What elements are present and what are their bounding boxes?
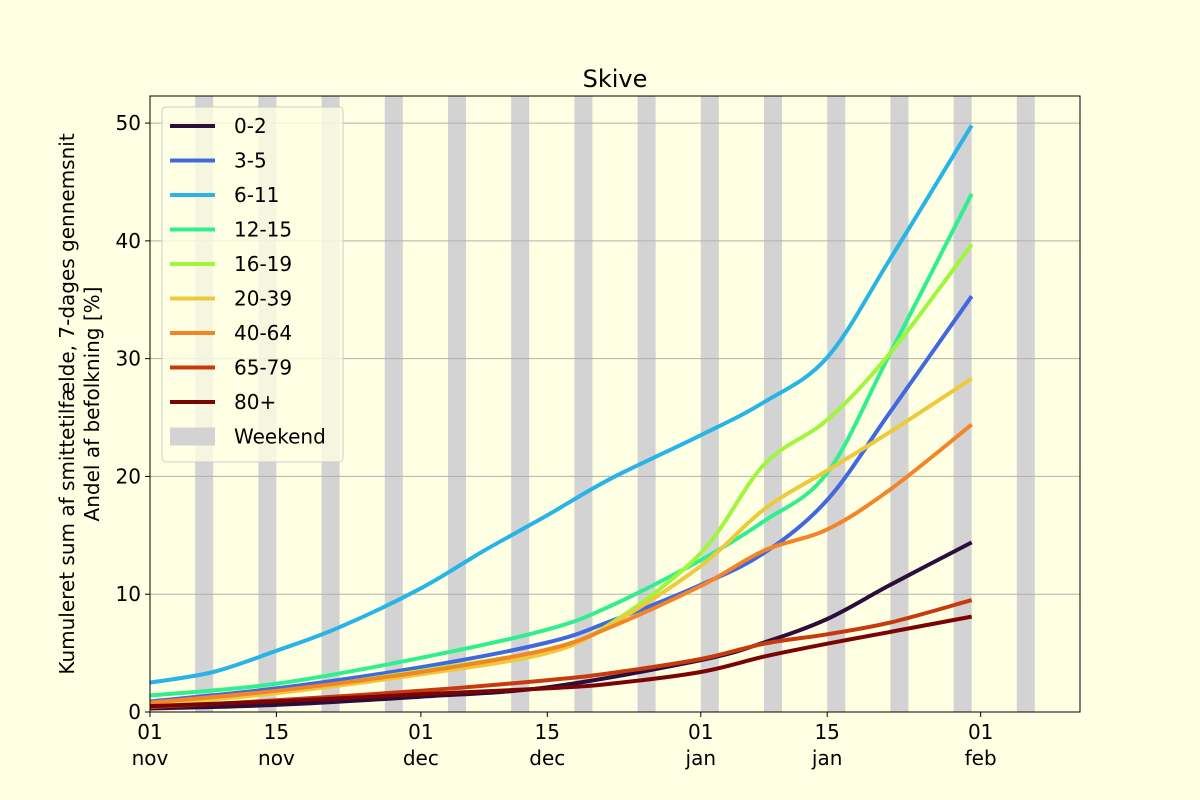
chart-title: Skive [583,65,648,93]
y-tick-label: 30 [116,347,141,371]
y-axis-label-line2: Andel af befolkning [%] [80,287,104,522]
legend-swatch-weekend [170,427,215,446]
legend: 0-2 3-5 6-11 12-15 16-19 20-39 40-64 65-79 80+ We… [161,106,344,463]
series-line-40-64 [149,423,973,705]
y-tick-label: 40 [116,229,141,253]
legend-label: 65-79 [234,356,292,380]
weekend-band [637,96,656,712]
legend-label: 12-15 [234,218,292,242]
weekend-band [1016,96,1035,712]
y-axis-label-line1: Kumuleret sum af smittetilfælde, 7-dages… [55,133,79,675]
weekend-band [511,96,530,712]
legend-label: 16-19 [234,252,292,276]
x-tick-label-month: nov [258,746,295,770]
y-tick-label: 0 [128,700,141,724]
x-tick-label-month: nov [132,746,169,770]
x-tick-label-day: 15 [814,720,839,744]
x-tick-label-day: 01 [688,720,713,744]
weekend-band [447,96,467,712]
x-tick-label-month: jan [811,746,843,770]
legend-label: 80+ [234,390,276,414]
x-tick-label-day: 15 [264,720,289,744]
weekend-band [384,96,403,712]
x-tick-label-day: 15 [535,720,560,744]
x-tick-label-month: jan [685,746,717,770]
weekend-band [763,96,783,712]
weekend-band [827,96,846,712]
legend-label: 0-2 [234,114,267,138]
series-lines [149,124,974,711]
y-tick-label: 50 [116,111,141,135]
axes-frame [149,95,1081,713]
y-axis: 0 10 20 30 40 50 [116,111,150,724]
weekend-band [574,96,593,712]
legend-label: 40-64 [234,321,292,345]
y-tick-label: 10 [116,582,141,606]
series-line-12-15 [149,192,974,698]
series-line-6-11 [149,124,974,685]
weekend-bands [195,96,1035,712]
legend-label-weekend: Weekend [234,425,326,449]
y-tick-label: 20 [116,464,141,488]
series-line-0-2 [149,540,973,711]
x-tick-label-day: 01 [968,720,993,744]
series-line-20-39 [149,377,973,707]
x-tick-label-day: 01 [408,720,433,744]
legend-label: 3-5 [234,149,267,173]
x-tick-label-month: dec [403,746,439,770]
weekend-band [700,96,719,712]
series-line-80+ [149,614,973,709]
x-tick-label-day: 01 [137,720,162,744]
legend-label: 6-11 [234,183,279,207]
x-tick-label-month: feb [965,746,997,770]
x-tick-label-month: dec [529,746,565,770]
legend-label: 20-39 [234,287,292,311]
